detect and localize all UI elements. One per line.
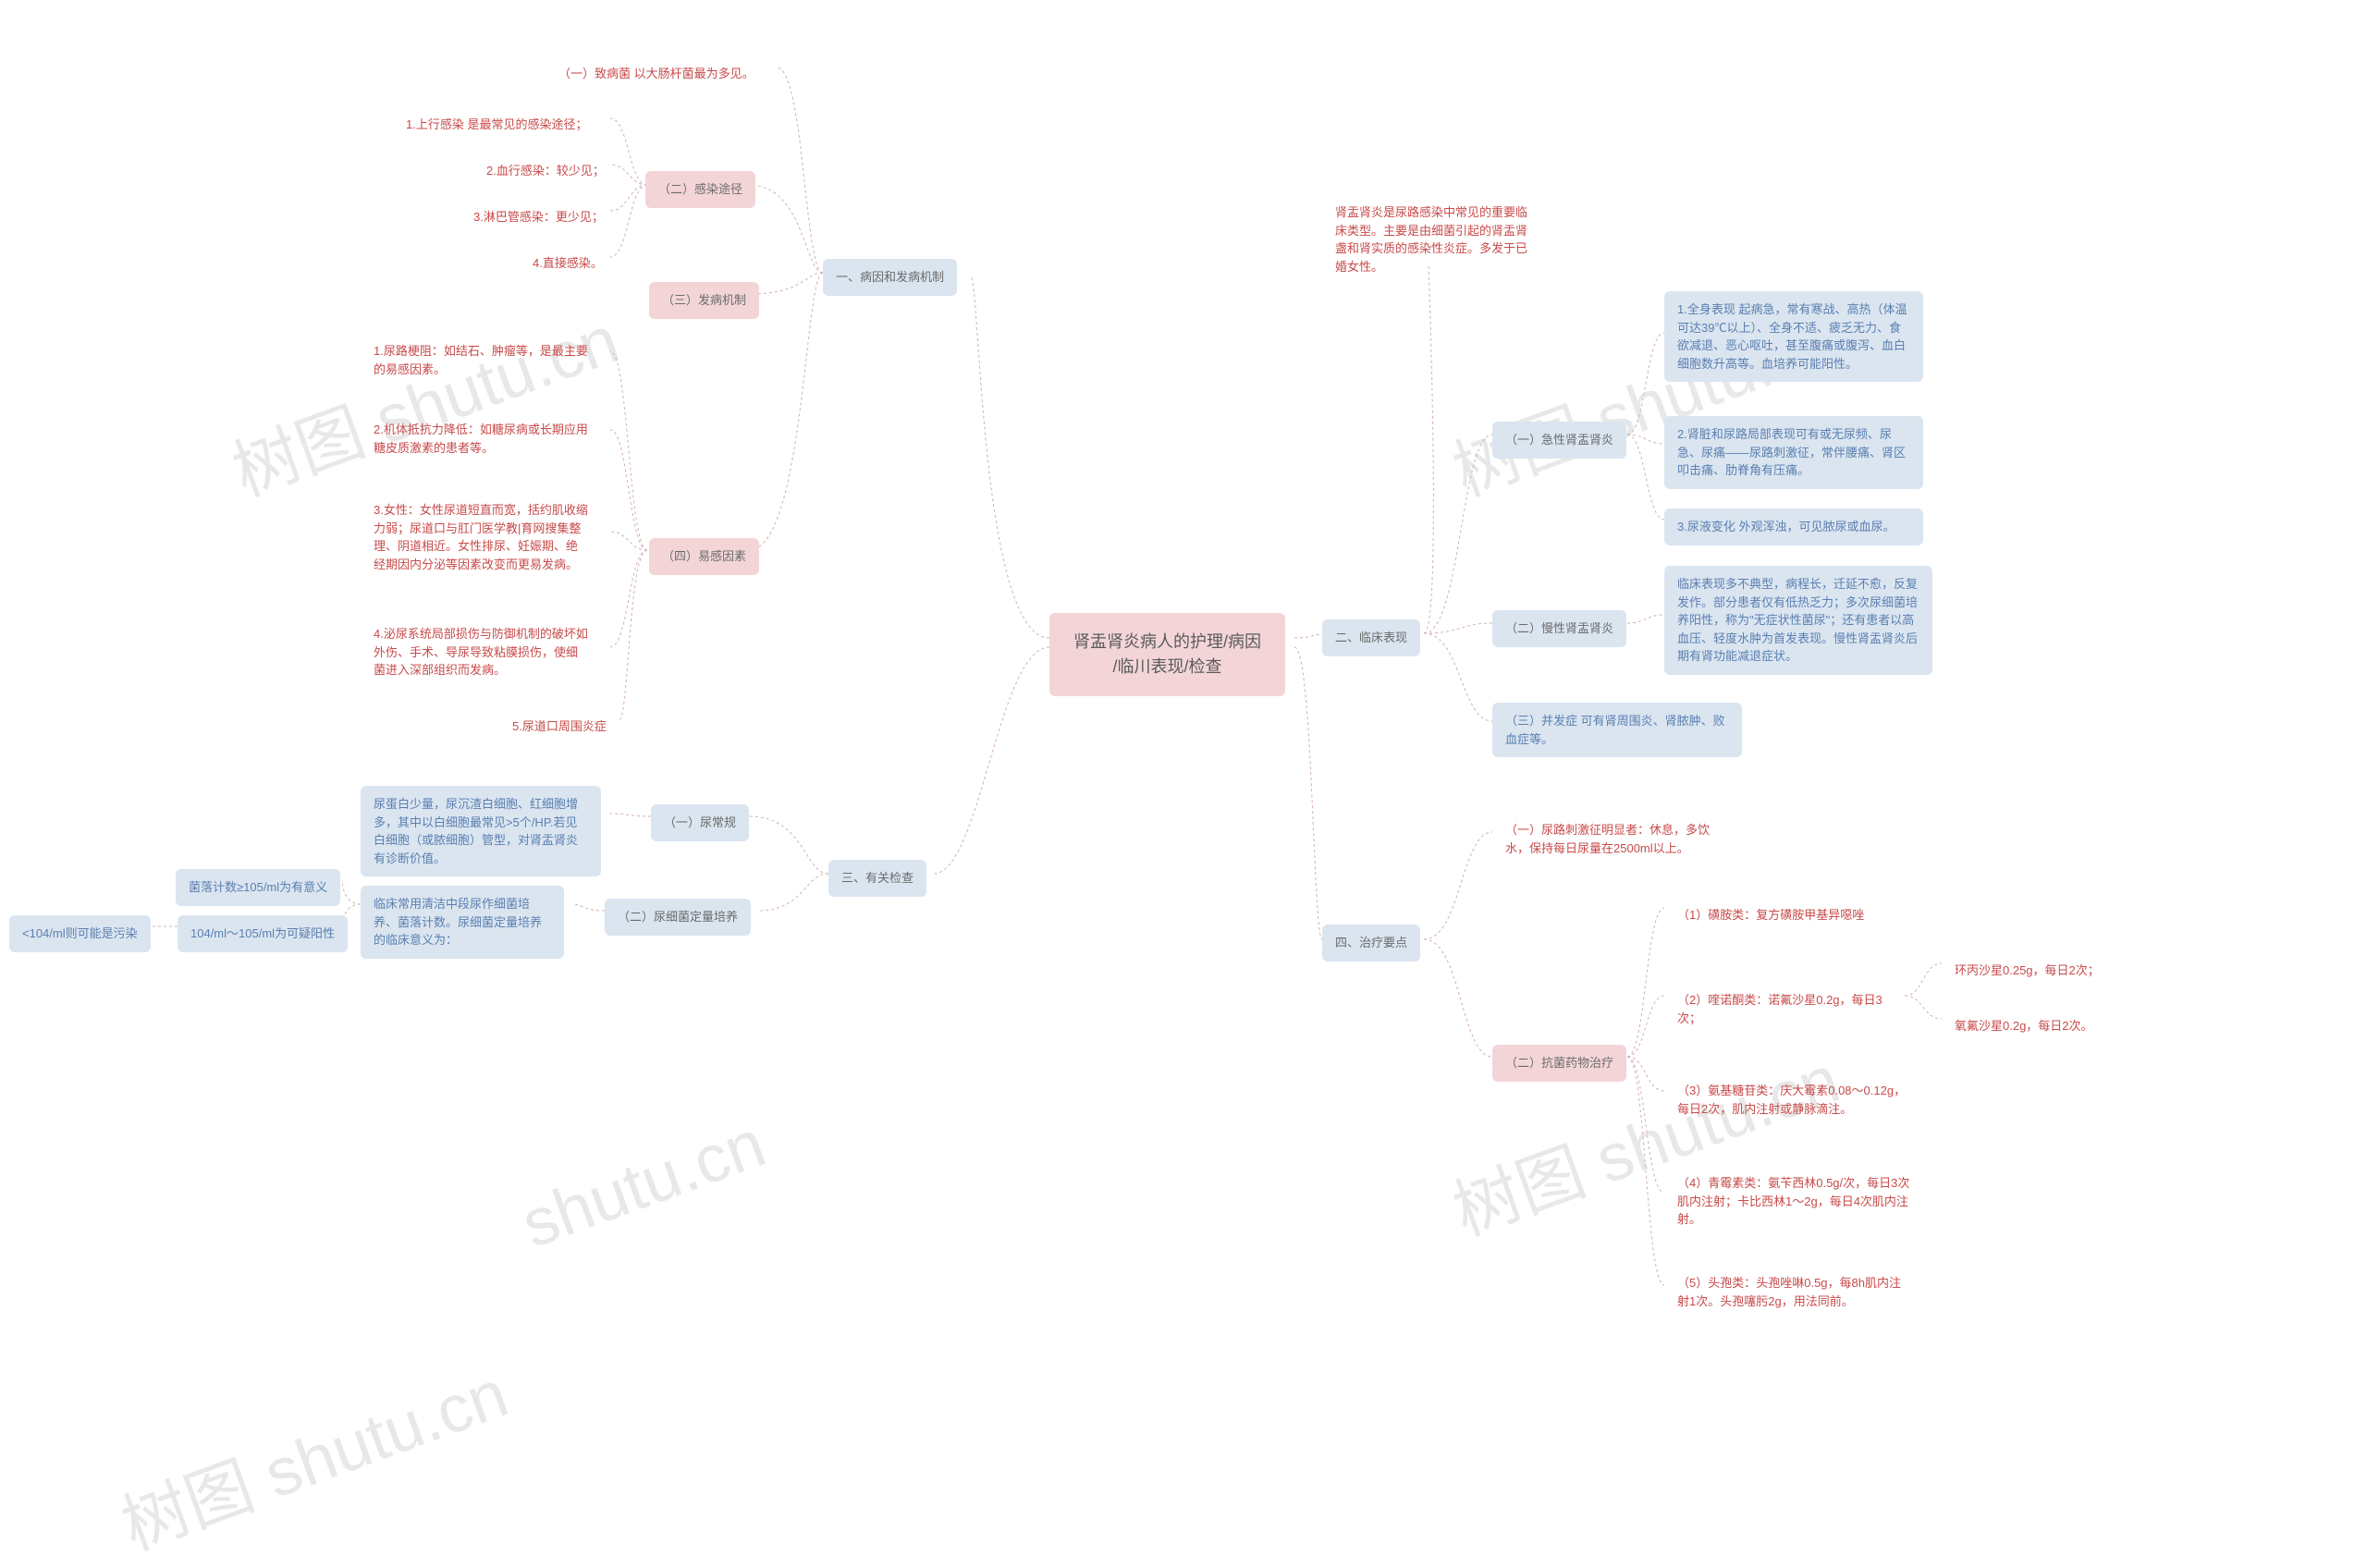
b4-c1[interactable]: （一）尿路刺激征明显者：休息，多饮水，保持每日尿量在2500ml以上。 — [1492, 812, 1742, 866]
b4-c2-s3[interactable]: （3）氨基糖苷类：庆大霉素0.08～0.12g，每日2次，肌内注射或静脉滴注。 — [1664, 1072, 1923, 1127]
b3-c2[interactable]: （二）尿细菌定量培养 — [605, 899, 751, 936]
center-line2: /临川表现/检查 — [1073, 655, 1261, 680]
b4-c2-s4[interactable]: （4）青霉素类：氨苄西林0.5g/次，每日3次肌内注射；卡比西林1～2g，每日4… — [1664, 1165, 1923, 1238]
b1-c3[interactable]: （三）发病机制 — [649, 282, 759, 319]
b4-c2-s2-ss2[interactable]: 氧氟沙星0.2g，每日2次。 — [1942, 1008, 2106, 1045]
b2-desc[interactable]: 肾盂肾炎是尿路感染中常见的重要临床类型。主要是由细菌引起的肾盂肾盏和肾实质的感染… — [1322, 194, 1544, 285]
branch-3[interactable]: 三、有关检查 — [828, 860, 926, 897]
b2-c2[interactable]: （二）慢性肾盂肾炎 — [1492, 610, 1626, 647]
b2-c2-s1[interactable]: 临床表现多不典型，病程长，迁延不愈，反复发作。部分患者仅有低热乏力；多次尿细菌培… — [1664, 566, 1932, 675]
b3-c1-s1[interactable]: 尿蛋白少量，尿沉渣白细胞、红细胞增多，其中以白细胞最常见>5个/HP.若见白细胞… — [361, 786, 601, 876]
b2-c3[interactable]: （三）并发症 可有肾周围炎、肾脓肿、败血症等。 — [1492, 703, 1742, 757]
b1-c2-s3[interactable]: 3.淋巴管感染：更少见； — [460, 199, 617, 236]
watermark: 树图 shutu.cn — [106, 1340, 519, 1568]
branch-4[interactable]: 四、治疗要点 — [1322, 925, 1420, 962]
b4-c2-s5[interactable]: （5）头孢类：头孢唑啉0.5g，每8h肌内注射1次。头孢噻肟2g，用法同前。 — [1664, 1265, 1923, 1319]
b1-c4-s3[interactable]: 3.女性：女性尿道短直而宽，括约肌收缩力弱；尿道口与肛门医学教|育网搜集整理、阴… — [361, 492, 601, 582]
b3-c2-s1-ss1[interactable]: 菌落计数≥105/ml为有意义 — [176, 869, 340, 906]
b2-c1-s2[interactable]: 2.肾脏和尿路局部表现可有或无尿频、尿急、尿痛——尿路刺激征，常伴腰痛、肾区叩击… — [1664, 416, 1923, 489]
center-node[interactable]: 肾盂肾炎病人的护理/病因 /临川表现/检查 — [1049, 613, 1285, 696]
b1-c4[interactable]: （四）易感因素 — [649, 538, 759, 575]
b4-c2-s2[interactable]: （2）喹诺酮类：诺氟沙星0.2g，每日3次； — [1664, 982, 1905, 1036]
b2-c1-s3[interactable]: 3.尿液变化 外观浑浊，可见脓尿或血尿。 — [1664, 508, 1923, 545]
b1-c2-s1[interactable]: 1.上行感染 是最常见的感染途径； — [393, 106, 600, 143]
b1-c4-s1[interactable]: 1.尿路梗阻：如结石、肿瘤等，是最主要的易感因素。 — [361, 333, 601, 387]
branch-1[interactable]: 一、病因和发病机制 — [823, 259, 957, 296]
watermark: 树图 shutu.cn — [217, 286, 630, 515]
b1-c4-s5[interactable]: 5.尿道口周围炎症 — [499, 708, 619, 745]
b4-c2-s2-ss1[interactable]: 环丙沙星0.25g，每日2次； — [1942, 952, 2113, 989]
b3-c1[interactable]: （一）尿常规 — [651, 804, 749, 841]
b2-c1[interactable]: （一）急性肾盂肾炎 — [1492, 422, 1626, 459]
b1-c4-s2[interactable]: 2.机体抵抗力降低：如糖尿病或长期应用糖皮质激素的患者等。 — [361, 411, 601, 466]
b1-c2[interactable]: （二）感染途径 — [645, 171, 755, 208]
connector-layer — [0, 0, 2367, 1474]
branch-2[interactable]: 二、临床表现 — [1322, 619, 1420, 656]
b3-c2-s1-ss2[interactable]: 104/ml～105/ml为可疑阳性 — [178, 915, 348, 952]
b2-c1-s1[interactable]: 1.全身表现 起病急，常有寒战、高热（体温可达39℃以上）、全身不适、疲乏无力、… — [1664, 291, 1923, 382]
b4-c2[interactable]: （二）抗菌药物治疗 — [1492, 1045, 1626, 1082]
center-line1: 肾盂肾炎病人的护理/病因 — [1073, 630, 1261, 655]
b3-c2-s1[interactable]: 临床常用清洁中段尿作细菌培养、菌落计数。尿细菌定量培养的临床意义为： — [361, 886, 564, 959]
b3-c2-s1-ss2-sss1[interactable]: <104/ml则可能是污染 — [9, 915, 151, 952]
b1-c2-s4[interactable]: 4.直接感染。 — [520, 245, 616, 282]
b4-c2-s1[interactable]: （1）磺胺类：复方磺胺甲基异噁唑 — [1664, 897, 1886, 934]
b1-c2-s2[interactable]: 2.血行感染：较少见； — [473, 153, 618, 190]
b1-c1[interactable]: （一）致病菌 以大肠杆菌最为多见。 — [546, 55, 767, 92]
watermark: shutu.cn — [512, 1106, 775, 1263]
b1-c4-s4[interactable]: 4.泌尿系统局部损伤与防御机制的破坏如外伤、手术、导尿导致粘膜损伤，使细菌进入深… — [361, 616, 601, 689]
